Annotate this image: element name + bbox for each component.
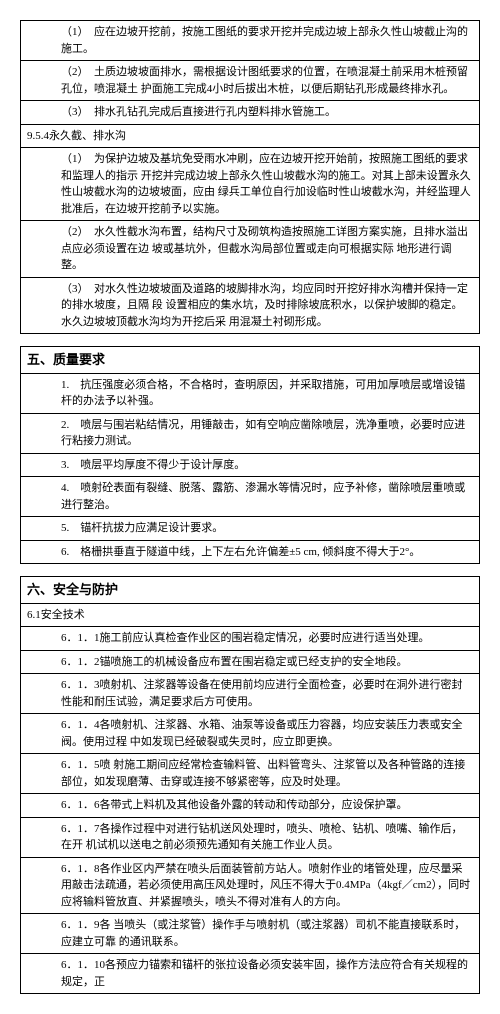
row: 6．1．6各带式上料机及其他设备外露的转动和传动部分，应设保护罩。 (21, 794, 480, 818)
row: 6．1．8各作业区内严禁在喷头后面装管前方站人。喷射作业的堵管处理，应尽量采用敲… (21, 857, 480, 914)
row: 5. 锚杆抗拔力应满足设计要求。 (21, 517, 480, 541)
row: 6．1．5喷 射施工期间应经常检查输料管、出料管弯头、注浆管以及各种管路的连接部… (21, 754, 480, 794)
row: 6．1．2锚喷施工的机械设备应布置在围岩稳定或已经支护的安全地段。 (21, 650, 480, 674)
section5-title: 五、质量要求 (21, 347, 480, 374)
row: （3） 对水久性边坡坡面及道路的坡脚排水沟，均应同时开挖好排水沟槽并保持一定的排… (21, 277, 480, 334)
subheader-954: 9.5.4永久截、排水沟 (21, 124, 480, 148)
row: 1. 抗压强度必须合格，不合格时，查明原因，并采取措施，可用加厚喷层或增设锚杆的… (21, 373, 480, 413)
table-section-6: 六、安全与防护 6.1安全技术 6．1．1施工前应认真检查作业区的围岩稳定情况，… (20, 576, 480, 994)
row: （1） 应在边坡开挖前，按施工图纸的要求开挖并完成边坡上部永久性山坡截止沟的施工… (21, 21, 480, 61)
row: 6．1．10各预应力锚索和锚杆的张拉设备必须安装牢固，操作方法应符合有关规程的规… (21, 954, 480, 994)
row: （1） 为保护边坡及基坑免受雨水冲刷，应在边坡开挖开始前，按照施工图纸的要求和监… (21, 148, 480, 221)
row: 6．1．4各喷射机、注浆器、水箱、油泵等设备或压力容器，均应安装压力表或安全阀。… (21, 714, 480, 754)
table-section-5: 五、质量要求 1. 抗压强度必须合格，不合格时，查明原因，并采取措施，可用加厚喷… (20, 346, 480, 564)
row: 6．1．7各操作过程中对进行钻机送风处理时，喷头、喷枪、钻机、喷嘴、输作后，在开… (21, 817, 480, 857)
section6-subtitle: 6.1安全技术 (21, 603, 480, 627)
row: 2. 喷层与围岩粘结情况，用锤敲击，如有空响应凿除喷层，洗净重喷，必要时应进行粘… (21, 413, 480, 453)
row: （2） 水久性截水沟布置，结构尺寸及砌筑构造按照施工详图方案实施，且排水溢出点应… (21, 221, 480, 278)
row: 6．1．9各 当喷头（或注浆管）操作手与喷射机（或注浆器）司机不能直接联系时，应… (21, 914, 480, 954)
row: 6. 格栅拱垂直于隧道中线，上下左右允许偏差±5 cm, 倾斜度不得大于2°。 (21, 540, 480, 564)
section6-title: 六、安全与防护 (21, 577, 480, 604)
row: 6．1．3喷射机、注浆器等设备在使用前均应进行全面检查，必要时在洞外进行密封性能… (21, 674, 480, 714)
row: 4. 喷射砼表面有裂缝、脱落、露筋、渗漏水等情况时，应予补修，凿除喷层重喷或进行… (21, 477, 480, 517)
row: （3） 排水孔钻孔完成后直接进行孔内塑料排水管施工。 (21, 101, 480, 125)
table-section-954: （1） 应在边坡开挖前，按施工图纸的要求开挖并完成边坡上部永久性山坡截止沟的施工… (20, 20, 480, 334)
row: 6．1．1施工前应认真检查作业区的围岩稳定情况，必要时应进行适当处理。 (21, 627, 480, 651)
row: 3. 喷层平均厚度不得少于设计厚度。 (21, 453, 480, 477)
row: （2） 土质边坡坡面排水，需根据设计图纸要求的位置，在喷混凝土前采用木桩预留孔位… (21, 61, 480, 101)
